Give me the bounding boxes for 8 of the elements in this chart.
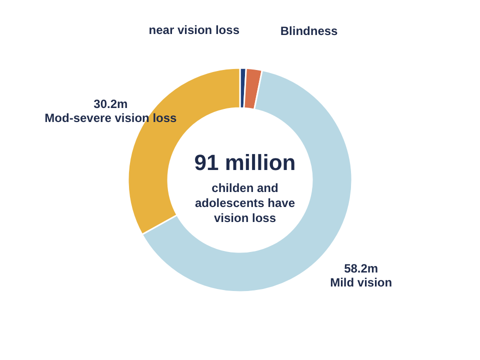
slice-label: Mild vision: [330, 276, 392, 290]
slice-label: Mod-severe vision loss: [44, 110, 178, 125]
slice-label: near vision loss: [148, 23, 240, 38]
text: 91 million: [194, 150, 296, 175]
data-label: 58.2m: [344, 262, 378, 276]
data-label: 30.2m: [94, 96, 128, 111]
text: childen and adolescents have vision loss: [194, 181, 296, 225]
slice-label: Blindness: [280, 24, 338, 38]
